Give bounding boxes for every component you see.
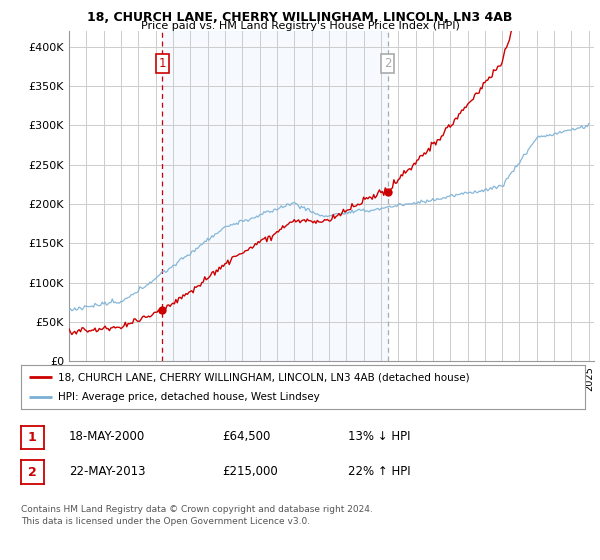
Text: 2: 2 (28, 465, 37, 479)
Bar (162, 31, 388, 361)
Text: £215,000: £215,000 (222, 465, 278, 478)
Text: £64,500: £64,500 (222, 430, 271, 444)
Text: 13% ↓ HPI: 13% ↓ HPI (348, 430, 410, 444)
Text: 22-MAY-2013: 22-MAY-2013 (69, 465, 146, 478)
Text: 18, CHURCH LANE, CHERRY WILLINGHAM, LINCOLN, LN3 4AB (detached house): 18, CHURCH LANE, CHERRY WILLINGHAM, LINC… (58, 372, 469, 382)
Text: 1: 1 (28, 431, 37, 444)
Text: 2: 2 (384, 57, 391, 71)
Text: 22% ↑ HPI: 22% ↑ HPI (348, 465, 410, 478)
Text: 18, CHURCH LANE, CHERRY WILLINGHAM, LINCOLN, LN3 4AB: 18, CHURCH LANE, CHERRY WILLINGHAM, LINC… (88, 11, 512, 24)
Text: Price paid vs. HM Land Registry's House Price Index (HPI): Price paid vs. HM Land Registry's House … (140, 21, 460, 31)
Text: 1: 1 (158, 57, 166, 71)
Text: Contains HM Land Registry data © Crown copyright and database right 2024.
This d: Contains HM Land Registry data © Crown c… (21, 505, 373, 526)
Text: 18-MAY-2000: 18-MAY-2000 (69, 430, 145, 444)
Text: HPI: Average price, detached house, West Lindsey: HPI: Average price, detached house, West… (58, 393, 319, 403)
